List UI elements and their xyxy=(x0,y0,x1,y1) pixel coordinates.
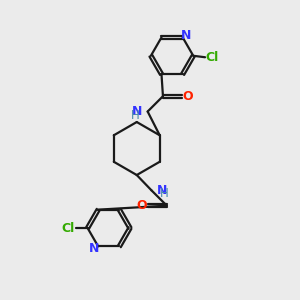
Text: N: N xyxy=(132,105,142,118)
Text: O: O xyxy=(183,90,193,103)
Text: N: N xyxy=(88,242,99,255)
Text: O: O xyxy=(136,199,147,212)
Text: N: N xyxy=(157,184,167,197)
Text: H: H xyxy=(131,109,140,122)
Text: N: N xyxy=(181,29,192,42)
Text: H: H xyxy=(160,188,168,200)
Text: Cl: Cl xyxy=(62,221,75,235)
Text: Cl: Cl xyxy=(206,51,219,64)
